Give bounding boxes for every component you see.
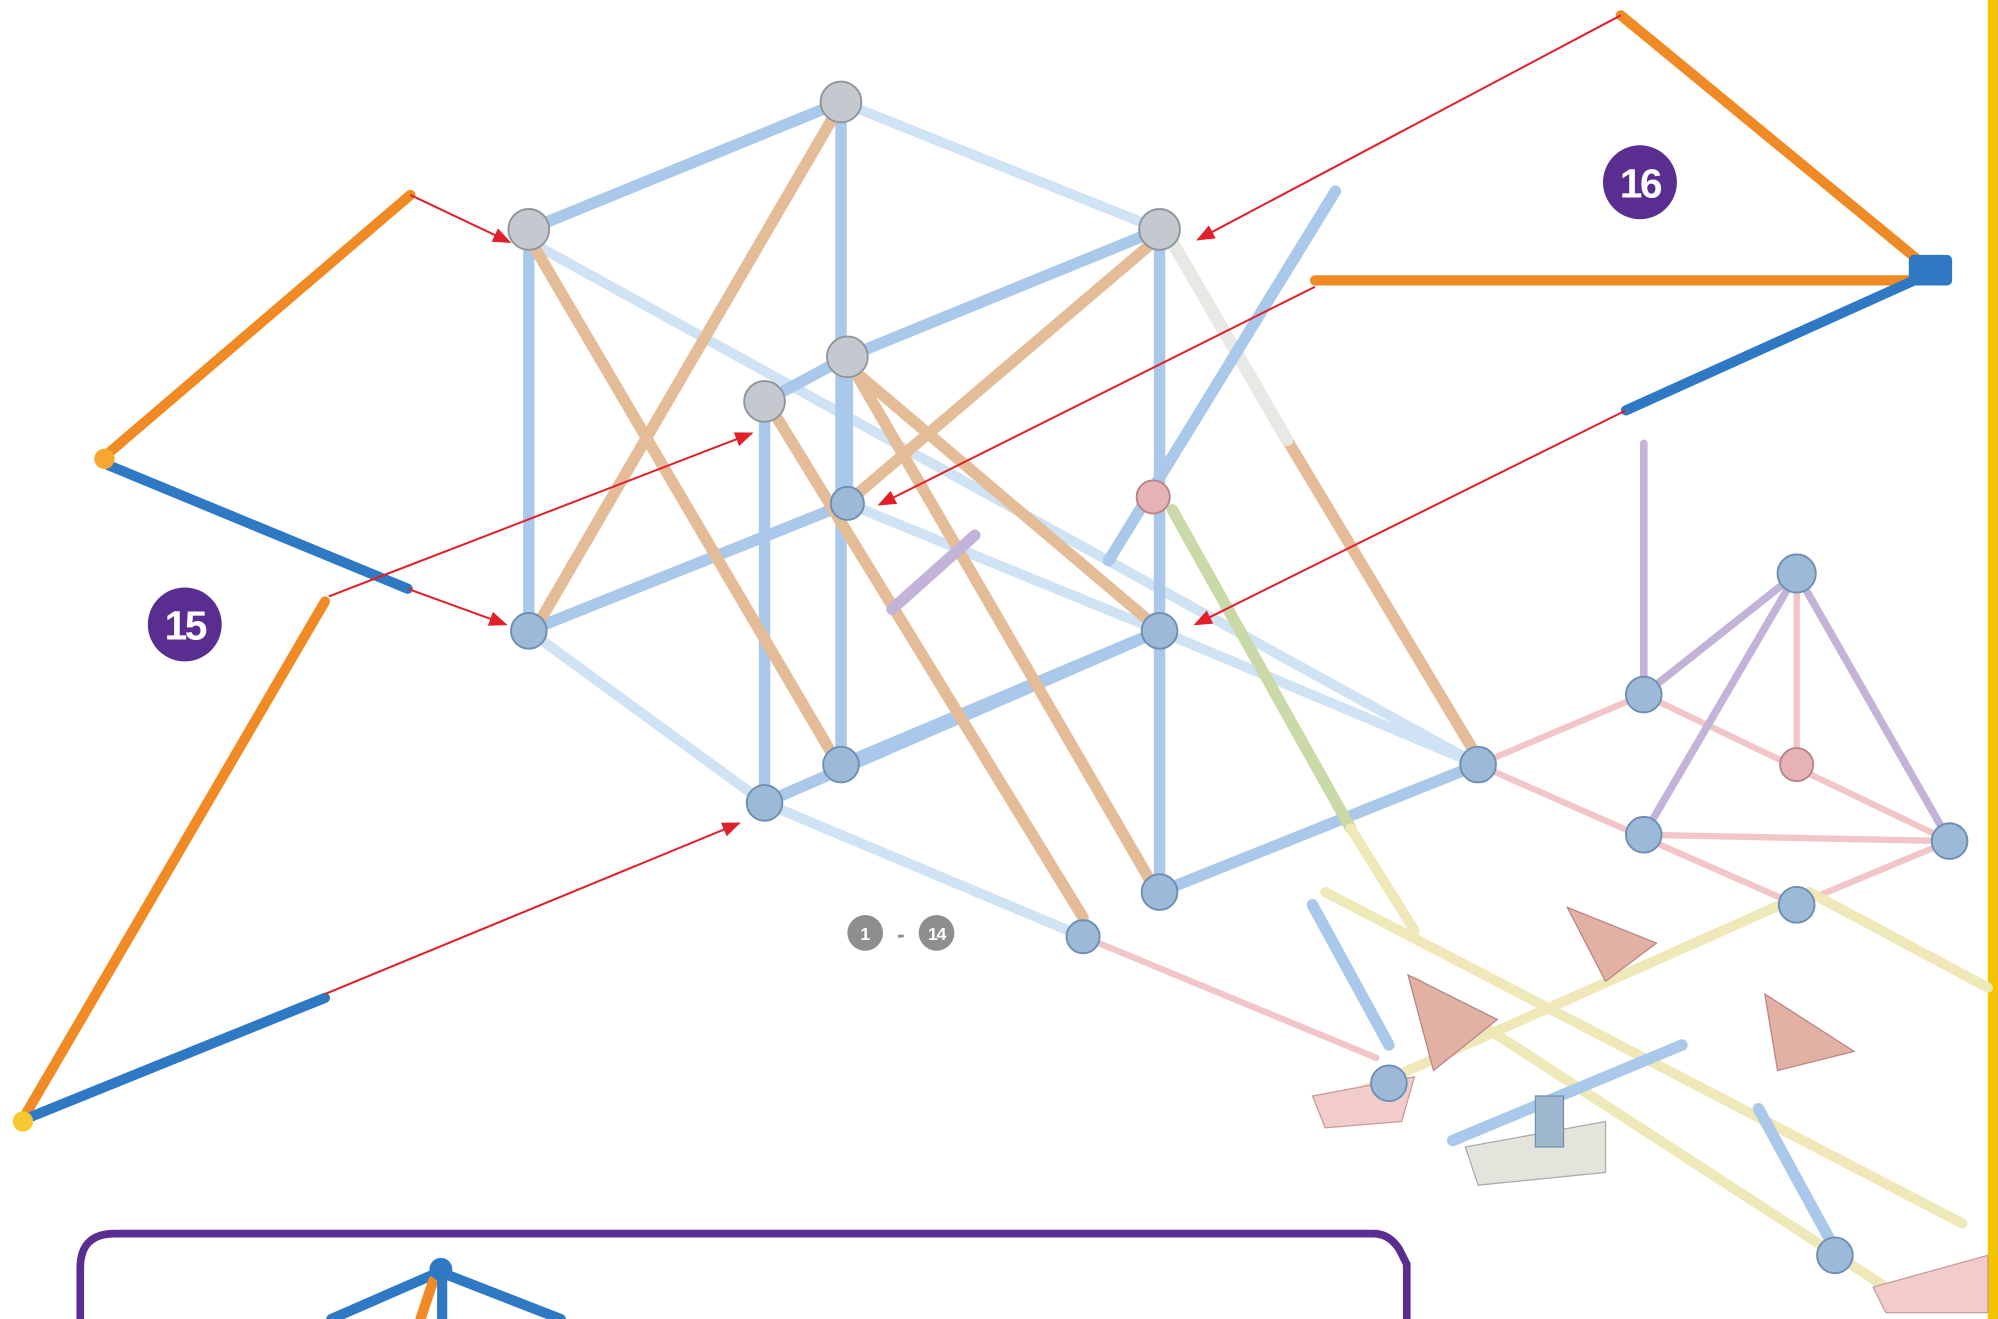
- instruction-page: 15 16 1 - 14: [0, 0, 1998, 1319]
- detail-panel: [80, 1234, 1406, 1319]
- step-number: 15: [165, 603, 207, 649]
- range-from: 1: [860, 924, 870, 944]
- frame-model: [508, 82, 1987, 1313]
- range-to: 14: [928, 924, 947, 944]
- step-badge: 15: [148, 587, 222, 661]
- page-edge: [1988, 0, 1998, 1319]
- step-number: 16: [1620, 161, 1662, 207]
- step-range: 1 - 14: [847, 915, 954, 951]
- range-separator: -: [897, 921, 905, 947]
- step-badge: 16: [1603, 145, 1677, 219]
- step-15-parts: [13, 195, 752, 1132]
